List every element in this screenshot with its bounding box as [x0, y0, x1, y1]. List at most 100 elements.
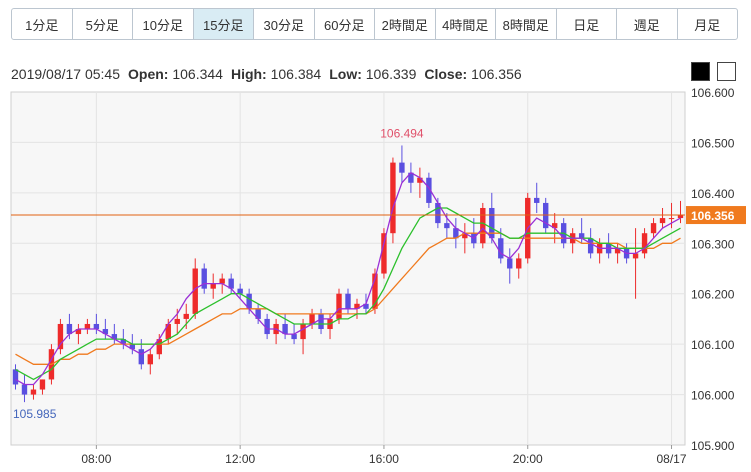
low-label: Low:: [329, 66, 362, 82]
tab-timeframe[interactable]: 月足: [694, 17, 721, 33]
candle-up: [417, 177, 423, 183]
y-axis-tick-label: 106.000: [691, 389, 735, 403]
y-axis-tick-label: 106.500: [691, 136, 735, 150]
candle-up: [659, 218, 666, 224]
y-axis-tick-label: 106.600: [691, 86, 735, 100]
candle-down: [21, 384, 28, 395]
candle-down: [291, 334, 297, 340]
candle-down: [66, 323, 73, 335]
tab-timeframe[interactable]: 4時間足: [436, 9, 496, 39]
candle-down: [255, 308, 261, 319]
candle-up: [677, 215, 684, 219]
candle-up: [480, 207, 486, 244]
x-axis-tick-label: 08:00: [81, 452, 111, 466]
moving-average-mid: [15, 207, 681, 381]
candle-up: [147, 354, 153, 365]
candle-up: [300, 323, 306, 340]
candle-down: [444, 223, 450, 229]
candle-up: [372, 273, 378, 309]
tab-timeframe[interactable]: 日足: [557, 9, 617, 39]
low-value: 106.339: [365, 66, 417, 82]
candle-down: [93, 323, 100, 330]
candle-up: [174, 318, 180, 324]
tab-timeframe[interactable]: 60分足: [315, 9, 375, 39]
y-axis-tick-label: 106.100: [691, 338, 735, 352]
candle-up: [390, 162, 396, 234]
candle-up: [551, 223, 558, 229]
tab-timeframe[interactable]: 1分足: [12, 9, 73, 39]
candle-up: [650, 223, 657, 234]
x-axis-tick-label: 16:00: [369, 452, 399, 466]
y-axis-tick-label: 105.900: [691, 439, 735, 453]
candle-up: [84, 323, 91, 330]
tab-timeframe[interactable]: 10分足: [133, 9, 194, 39]
candle-down: [534, 197, 540, 203]
moving-average-short: [15, 171, 681, 386]
current-price-value: 106.356: [691, 209, 735, 223]
candle-down: [543, 202, 549, 229]
tab-timeframe[interactable]: 30分足: [254, 9, 315, 39]
candle-up: [641, 233, 648, 254]
candle-down: [453, 228, 459, 239]
candle-up: [632, 253, 639, 259]
y-axis-tick-label: 106.300: [691, 237, 735, 251]
candle-down: [345, 293, 351, 309]
candle-up: [192, 268, 198, 314]
candle-up: [30, 389, 37, 395]
candle-up: [309, 313, 315, 324]
candle-up: [354, 303, 360, 309]
candle-up: [668, 218, 675, 220]
high-price-label: 106.494: [380, 126, 424, 140]
plot-area: [10, 91, 686, 446]
x-axis-tick-label: 20:00: [513, 452, 543, 466]
ohlc-datetime: 2019/08/17 05:45: [11, 66, 120, 82]
candle-down: [237, 288, 243, 294]
candle-down: [363, 303, 369, 309]
tab-timeframe[interactable]: 8時間足: [496, 9, 557, 39]
candle-down: [587, 238, 594, 254]
ohlc-readout: 2019/08/17 05:45 Open: 106.344 High: 106.3…: [11, 66, 522, 82]
candle-down: [264, 318, 270, 335]
candle-down: [435, 202, 441, 224]
candle-down: [246, 293, 252, 309]
candle-down: [578, 233, 585, 239]
tab-timeframe[interactable]: 2時間足: [375, 9, 436, 39]
candle-up: [219, 278, 225, 284]
x-axis-tick-label: 08/17: [657, 452, 687, 466]
candle-down: [111, 334, 118, 340]
candle-down: [129, 344, 136, 350]
close-value: 106.356: [471, 66, 522, 82]
y-axis-tick-label: 106.200: [691, 288, 735, 302]
light-theme-button[interactable]: [717, 62, 736, 81]
candle-up: [156, 339, 162, 355]
tab-timeframe[interactable]: 15分足: [193, 9, 254, 39]
open-value: 106.344: [172, 66, 223, 82]
tab-timeframe[interactable]: 5分足: [73, 9, 133, 39]
candle-up: [210, 283, 216, 289]
dark-theme-button[interactable]: [691, 62, 710, 81]
candle-down: [102, 329, 109, 335]
tab-timeframe[interactable]: 週足: [617, 9, 678, 39]
high-value: 106.384: [270, 66, 322, 82]
low-price-label: 105.985: [13, 407, 57, 421]
candle-down: [489, 207, 495, 239]
candle-down: [399, 162, 405, 173]
current-price-tag: [686, 206, 746, 225]
candle-up: [75, 329, 82, 335]
candle-up: [462, 233, 468, 239]
candle-up: [381, 233, 387, 274]
timeframe-tabs: 1分足 5分足 10分足 15分足 30分足 60分足 2時間足 4時間足 8時間足 日足 週足 月足: [11, 8, 738, 40]
candle-up: [39, 379, 46, 390]
candle-down: [507, 258, 513, 269]
candle-down: [228, 278, 234, 289]
close-label: Close:: [424, 66, 468, 82]
candle-up: [336, 293, 342, 319]
open-label: Open:: [128, 66, 169, 82]
candle-down: [120, 339, 127, 345]
candle-down: [282, 323, 288, 335]
y-axis-tick-label: 106.400: [691, 187, 735, 201]
candle-down: [408, 172, 414, 183]
candle-down: [138, 349, 145, 365]
candle-up: [165, 323, 171, 340]
